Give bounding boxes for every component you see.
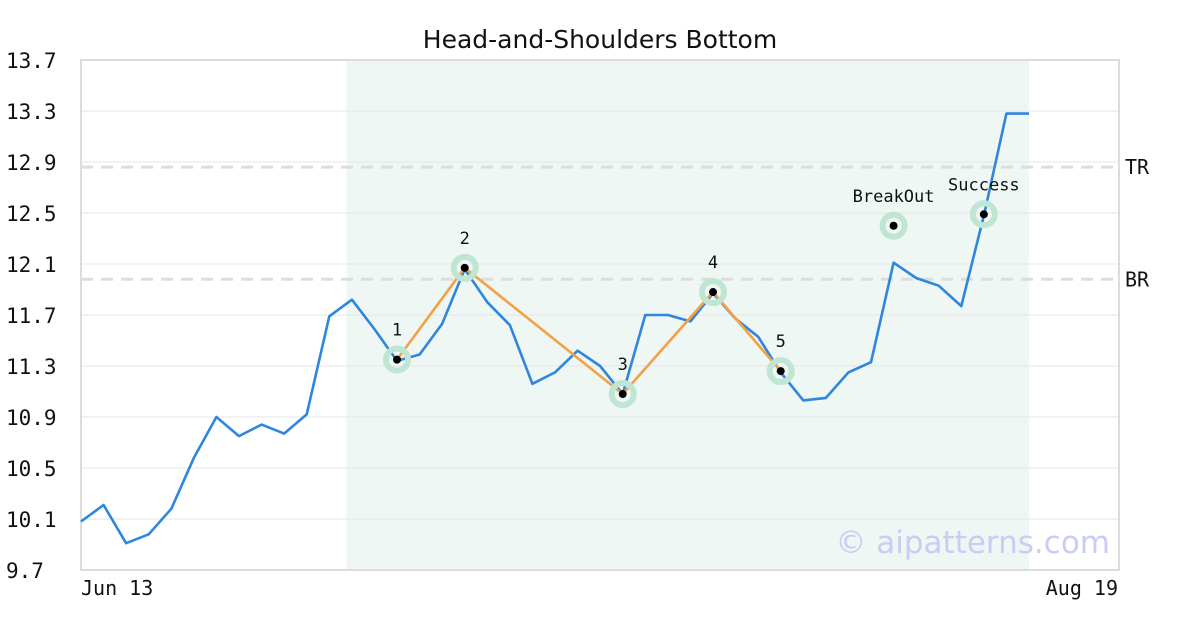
y-tick-label: 12.9 xyxy=(6,151,57,175)
y-tick-label: 13.3 xyxy=(6,100,57,124)
pattern-point-label: 5 xyxy=(776,332,786,352)
pattern-point-halo xyxy=(383,345,411,374)
y-tick-label: 11.3 xyxy=(6,355,57,379)
pattern-markers: 1 2 3 4 5 BreakOut Success xyxy=(383,175,1020,409)
reference-label: BR xyxy=(1125,267,1150,291)
reference-lines: TR BR xyxy=(81,155,1150,291)
signal-point-dot xyxy=(979,210,988,219)
pattern-point-label: 2 xyxy=(460,229,470,249)
y-tick-label: 9.7 xyxy=(6,559,44,583)
gridlines xyxy=(81,110,1119,520)
x-tick-label: Aug 19 xyxy=(1046,576,1118,600)
signal-point-label: Success xyxy=(948,175,1020,195)
pattern-point-halo xyxy=(766,357,795,386)
x-tick-label: Jun 13 xyxy=(81,576,153,600)
pattern-point-dot xyxy=(618,390,627,399)
pattern-point-dot xyxy=(709,288,717,297)
pattern-point-halo xyxy=(608,380,637,409)
pattern-point-label: 3 xyxy=(618,355,628,375)
pattern-point-dot xyxy=(776,367,785,376)
pattern-point-label: 1 xyxy=(392,321,402,341)
y-tick-label: 13.7 xyxy=(6,49,57,73)
y-tick-label: 10.5 xyxy=(6,457,57,481)
signal-point-halo xyxy=(969,200,998,229)
signal-point-halo xyxy=(879,211,908,240)
x-axis-ticks: Jun 13 Aug 19 xyxy=(81,576,1118,600)
y-tick-label: 12.1 xyxy=(6,253,57,277)
signal-point-label: BreakOut xyxy=(853,187,935,207)
price-line xyxy=(80,112,1029,545)
y-tick-label: 11.7 xyxy=(6,304,57,328)
pattern-point-halo xyxy=(450,253,479,282)
y-tick-label: 10.9 xyxy=(6,406,57,430)
y-tick-label: 12.5 xyxy=(6,202,57,226)
reference-label: TR xyxy=(1125,155,1150,179)
pattern-point-label: 4 xyxy=(708,253,718,273)
pattern-point-halo xyxy=(699,278,727,307)
y-axis-ticks: 13.7 13.3 12.9 12.5 12.1 11.7 11.3 10.9 10.5 10.1… xyxy=(6,49,57,583)
signal-point-dot xyxy=(889,221,898,230)
chart-title: Head-and-Shoulders Bottom xyxy=(423,25,777,54)
y-tick-label: 10.1 xyxy=(6,508,57,532)
watermark: © aipatterns.com xyxy=(835,525,1110,561)
pattern-point-dot xyxy=(460,263,469,272)
pattern-point-dot xyxy=(393,355,401,364)
plot-frame xyxy=(80,59,1120,571)
